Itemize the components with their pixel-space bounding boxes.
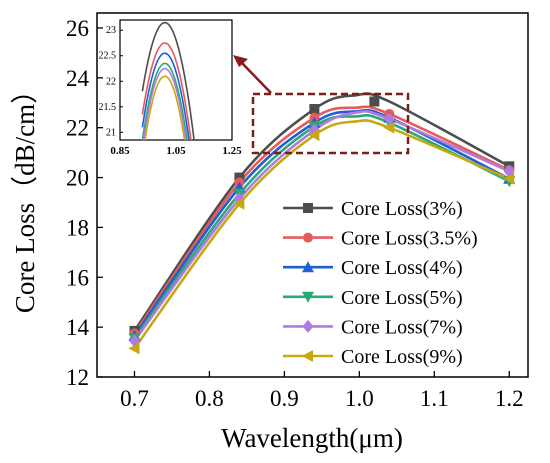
inset-x-ticks: 0.85 1.05 1.25 xyxy=(110,145,242,157)
plot-frame xyxy=(96,12,529,378)
legend-label: Core Loss(9%) xyxy=(341,346,463,368)
marker-triangle-up xyxy=(302,261,314,273)
marker-triangle-left xyxy=(503,172,515,185)
inset-plot: 21 21.5 22 22.5 23 0.85 1.05 1.25 xyxy=(99,19,242,157)
marker-triangle-left xyxy=(233,197,245,210)
inset-series-line xyxy=(144,75,186,140)
inset-x-tick-label: 0.85 xyxy=(110,145,130,157)
marker-triangle-left xyxy=(128,342,140,355)
inset-y-tick-label: 21 xyxy=(106,127,116,138)
y-tick-label: 20 xyxy=(66,166,89,191)
zoom-arrow-head xyxy=(233,55,248,67)
marker-triangle-left xyxy=(308,129,320,142)
marker-diamond xyxy=(302,319,314,333)
y-tick-label: 12 xyxy=(66,365,89,390)
marker-circle xyxy=(303,232,313,243)
marker-square xyxy=(369,96,380,107)
inset-y-ticks: 21 21.5 22 22.5 23 xyxy=(99,25,123,138)
legend: Core Loss(3%) Core Loss(3.5%) Core Loss(4%… xyxy=(283,198,478,368)
inset-y-tick-label: 22.5 xyxy=(99,51,117,62)
y-tick-label: 14 xyxy=(66,315,90,340)
inset-series-line xyxy=(141,21,195,140)
y-axis-ticks: 12 14 16 18 20 22 24 26 xyxy=(66,16,103,390)
inset-series-line xyxy=(141,52,190,140)
y-tick-label: 18 xyxy=(66,215,89,240)
series-line xyxy=(133,105,510,335)
x-tick-label: 0.9 xyxy=(270,386,299,411)
x-axis-ticks: 0.7 0.8 0.9 1.0 1.1 1.2 xyxy=(120,371,524,411)
x-tick-label: 1.2 xyxy=(495,386,524,411)
inset-curves xyxy=(141,21,195,140)
legend-label: Core Loss(3.5%) xyxy=(341,228,478,250)
x-tick-label: 0.7 xyxy=(120,386,149,411)
x-tick-label: 1.0 xyxy=(345,386,374,411)
y-tick-label: 24 xyxy=(66,66,90,91)
marker-square xyxy=(309,103,320,114)
marker-triangle-left xyxy=(302,350,313,362)
legend-label: Core Loss(4%) xyxy=(341,257,463,279)
series-line xyxy=(133,110,510,342)
y-tick-label: 22 xyxy=(66,116,89,141)
legend-label: Core Loss(5%) xyxy=(341,287,463,309)
marker-diamond xyxy=(383,112,395,126)
inset-x-tick-label: 1.25 xyxy=(222,145,242,157)
x-tick-label: 1.1 xyxy=(420,386,449,411)
inset-series-line xyxy=(141,62,188,140)
inset-y-tick-label: 23 xyxy=(106,25,116,36)
inset-series-line xyxy=(142,67,187,140)
y-axis-label: Core Loss（dB/cm） xyxy=(10,77,40,313)
legend-label: Core Loss(3%) xyxy=(341,198,463,220)
y-tick-label: 16 xyxy=(66,265,89,290)
inset-x-tick-label: 1.05 xyxy=(166,145,186,157)
inset-series-line xyxy=(141,42,192,140)
inset-y-tick-label: 21.5 xyxy=(99,102,117,113)
series-line xyxy=(133,119,510,350)
x-tick-label: 0.8 xyxy=(195,386,224,411)
y-tick-label: 26 xyxy=(66,16,89,41)
marker-square xyxy=(303,203,313,213)
series-line xyxy=(133,92,510,332)
marker-triangle-left xyxy=(383,121,395,134)
x-axis-label: Wavelength(μm) xyxy=(221,423,403,453)
zoom-region-box xyxy=(251,92,410,155)
series-layer xyxy=(128,92,516,355)
marker-triangle-down xyxy=(302,291,314,303)
legend-label: Core Loss(7%) xyxy=(341,316,463,338)
zoom-arrow-line xyxy=(240,61,272,94)
series-line xyxy=(133,113,510,340)
inset-y-tick-label: 22 xyxy=(106,76,116,87)
